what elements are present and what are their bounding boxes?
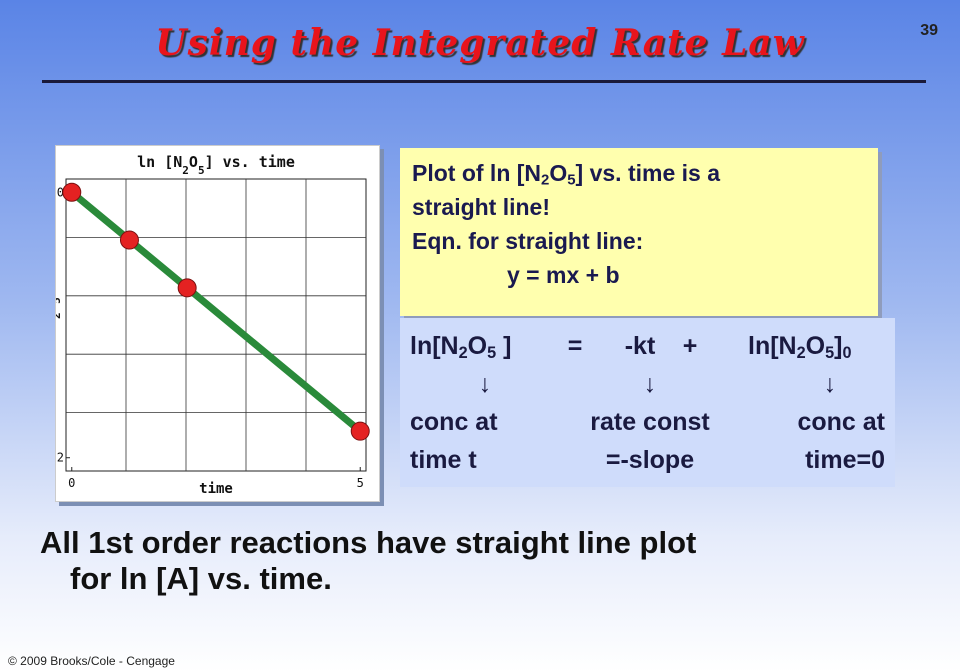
- equation-term: -kt: [605, 332, 675, 361]
- text-run: ln [N: [137, 153, 182, 171]
- x-axis-label: time: [199, 481, 233, 497]
- subscript: 2: [182, 164, 189, 177]
- explain-text: =-slope: [605, 446, 695, 474]
- y-axis-label: ln [N2O5]: [56, 289, 63, 361]
- subscript: 5: [198, 164, 205, 177]
- text-run: y = mx + b: [507, 262, 620, 288]
- explain-text: time t: [410, 446, 477, 474]
- subscript: 5: [487, 344, 497, 363]
- explain-text: conc at: [797, 408, 885, 436]
- text-run: -kt: [624, 332, 656, 360]
- text-run: O: [467, 332, 488, 360]
- note-box: Plot of ln [N2O5] vs. time is a straight…: [400, 148, 878, 316]
- data-point: [119, 230, 139, 250]
- text-run: ]: [496, 332, 512, 360]
- data-point: [177, 278, 197, 298]
- text-run: ]: [834, 332, 843, 360]
- slide-title: Using the Integrated Rate Law: [155, 22, 805, 64]
- text-run: ] vs. time: [205, 153, 295, 171]
- explain-text: time=0: [805, 446, 885, 474]
- subscript: 0: [842, 344, 852, 363]
- note-line: straight line!: [412, 190, 866, 224]
- equation-term: ln[N2O5]0: [748, 332, 888, 361]
- equation-term: ln[N2O5 ]: [410, 332, 550, 361]
- text-run: ] vs. time is a: [575, 160, 721, 186]
- y-tick-label: -2: [56, 451, 64, 465]
- summary: All 1st order reactions have straight li…: [40, 525, 696, 597]
- text-run: straight line!: [412, 194, 551, 220]
- subscript: 5: [56, 297, 63, 304]
- text-run: ]: [56, 289, 57, 297]
- subscript: 2: [56, 312, 63, 319]
- explain-text: conc at: [410, 408, 498, 436]
- summary-line: All 1st order reactions have straight li…: [40, 525, 697, 560]
- summary-line: for ln [A] vs. time.: [70, 561, 332, 596]
- y-tick-label: 0: [57, 185, 64, 199]
- chart-title: ln [N2O5] vs. time: [137, 153, 295, 177]
- subscript: 2: [458, 344, 468, 363]
- text-run: Plot of ln [N: [412, 160, 542, 186]
- subscript: 5: [567, 171, 576, 189]
- subscript: 2: [541, 171, 550, 189]
- arrow: ↓: [643, 370, 657, 398]
- data-point: [350, 421, 370, 441]
- x-tick-label: 5: [357, 476, 364, 490]
- explain-text: rate const: [590, 408, 710, 436]
- text-run: O: [56, 304, 57, 312]
- text-run: +: [682, 332, 698, 360]
- arrow: ↓: [478, 370, 492, 398]
- page-number: 39: [920, 22, 938, 39]
- note-line: Plot of ln [N2O5] vs. time is a: [412, 156, 866, 190]
- arrow: ↓: [823, 370, 837, 398]
- subscript: 5: [825, 344, 835, 363]
- series-line: [68, 188, 364, 435]
- text-run: ln [N: [56, 319, 57, 361]
- text-run: ln[N: [748, 332, 797, 360]
- text-run: O: [805, 332, 826, 360]
- data-point: [62, 182, 82, 202]
- title-rule: [42, 80, 926, 83]
- text-run: Eqn. for straight line:: [412, 228, 644, 254]
- text-run: ln[N: [410, 332, 459, 360]
- x-tick-label: 0: [68, 476, 75, 490]
- plot-frame: [65, 178, 367, 472]
- note-line: Eqn. for straight line:: [412, 224, 866, 258]
- footer: © 2009 Brooks/Cole - Cengage: [8, 654, 175, 668]
- subscript: 2: [796, 344, 806, 363]
- equation-term: =: [560, 332, 590, 361]
- text-run: O: [549, 160, 568, 186]
- text-run: O: [189, 153, 198, 171]
- text-run: =: [567, 332, 583, 360]
- equation-term: +: [675, 332, 705, 361]
- note-line: y = mx + b: [412, 258, 866, 292]
